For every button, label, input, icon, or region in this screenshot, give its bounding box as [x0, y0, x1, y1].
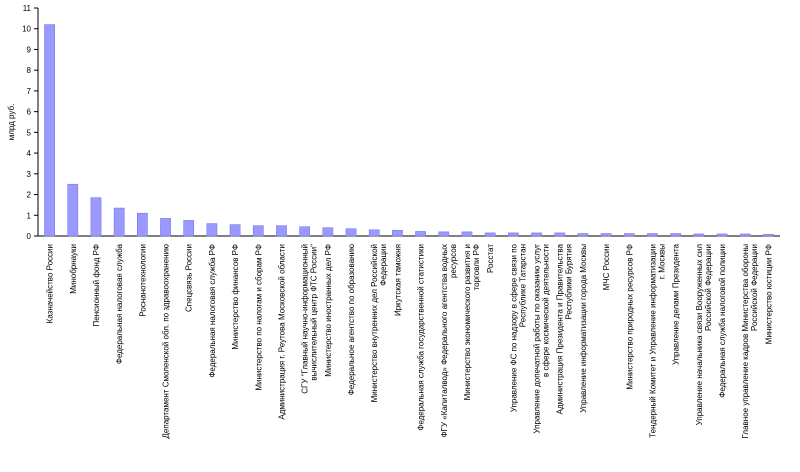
bar	[670, 233, 682, 237]
y-tick-label: 11	[23, 4, 32, 13]
x-tick-label: ФГУ «Капиталвод» Федерального агентства …	[440, 244, 458, 437]
x-tick-label: Министерство по налогам и сборам РФ	[254, 244, 263, 391]
bar	[531, 232, 542, 237]
bar	[368, 229, 380, 237]
bar	[90, 197, 102, 237]
bar	[484, 232, 496, 237]
y-tick-label: 8	[27, 66, 32, 75]
bar	[44, 24, 55, 237]
bar	[229, 224, 241, 237]
y-tick-label: 5	[27, 128, 32, 137]
x-tick-label: Спецсвязь России	[185, 244, 194, 312]
bar	[160, 218, 171, 237]
bar	[577, 233, 589, 237]
x-tick-label: Министерство иностранных дел РФ	[324, 244, 333, 377]
y-tick-label: 7	[27, 87, 32, 96]
bar	[763, 234, 774, 237]
bar	[67, 183, 79, 237]
bar	[739, 233, 751, 237]
x-tick-label: МЧС России	[602, 244, 611, 290]
x-tick-label: Федеральная налоговая служба	[115, 243, 124, 364]
x-tick-label: Роснанотехнологии	[138, 244, 147, 317]
x-tick-label: Федеральное агентство по образованию	[347, 244, 356, 395]
x-tick-label: Министерство экономического развития ито…	[463, 244, 481, 400]
bar	[276, 225, 287, 237]
x-tick-label: Управление информатизации города Москвы	[579, 244, 588, 413]
x-tick-label: Росстат	[486, 244, 495, 273]
x-tick-label: Министерство внутренних дел РоссийскойФе…	[370, 244, 388, 402]
y-tick-label: 2	[27, 191, 32, 200]
y-tick-label: 1	[27, 211, 32, 220]
bar	[507, 232, 519, 237]
bar	[647, 233, 658, 237]
x-tick-label: Министерство юстиции РФ	[764, 244, 773, 344]
bar	[345, 228, 357, 237]
x-tick-label: Департамент Смоленской обл. по здравоохр…	[162, 244, 171, 438]
x-tick-label: Управление допечатной работы по оказанию…	[533, 244, 551, 434]
bar	[136, 212, 148, 237]
bar	[113, 207, 125, 237]
x-tick-label: Управление делами Президента	[672, 243, 681, 365]
x-tick-label: СГУ "Главный научно-информационныйвычисл…	[301, 244, 319, 394]
x-tick-label: Управление ФС по надзору в сфере связи п…	[509, 243, 527, 412]
bar	[461, 231, 473, 237]
bar	[322, 227, 334, 237]
x-tick-label: Федеральная налоговая служба РФ	[208, 244, 217, 378]
x-tick-label: Федеральная служба налоговой полиции	[718, 244, 727, 398]
y-tick-label: 6	[27, 108, 32, 117]
bar	[554, 232, 566, 237]
x-tick-label: Федеральная служба государственной стати…	[417, 244, 426, 431]
bar	[415, 231, 426, 237]
x-tick-label: Администрация Президента и Правительства…	[556, 243, 574, 414]
x-tick-label: Пенсионный фонд РФ	[92, 244, 101, 326]
y-axis-label: млрд руб.	[7, 104, 16, 141]
x-tick-label: Администрация г. Реутова Московской обла…	[277, 244, 286, 420]
bar	[392, 229, 403, 237]
bar	[716, 233, 728, 237]
bar	[438, 231, 450, 237]
x-tick-label: Министерство природных ресурсов РФ	[625, 244, 634, 390]
bar	[206, 223, 218, 237]
x-tick-label: Главное управление кадров Министерства о…	[741, 244, 759, 439]
y-tick-label: 9	[27, 45, 32, 54]
y-tick-label: 4	[27, 149, 32, 158]
bar	[252, 225, 264, 237]
bar	[623, 233, 635, 237]
x-tick-label: Иркутская таможня	[393, 244, 402, 316]
bar	[299, 226, 311, 237]
y-tick-label: 3	[27, 170, 32, 179]
bar	[693, 233, 705, 237]
x-tick-label: Тендерный Комитет и Управление информати…	[648, 244, 666, 438]
x-tick-label: Минобрнауки	[69, 244, 78, 294]
bar	[183, 220, 195, 237]
x-tick-label: Министерство финансов РФ	[231, 244, 240, 350]
x-tick-label: Управление начальника связи Вооруженных …	[695, 244, 713, 426]
y-tick-label: 10	[22, 25, 31, 34]
bar	[600, 233, 612, 237]
y-tick-label: 0	[27, 232, 32, 241]
x-tick-label: Казначейство России	[46, 244, 55, 323]
